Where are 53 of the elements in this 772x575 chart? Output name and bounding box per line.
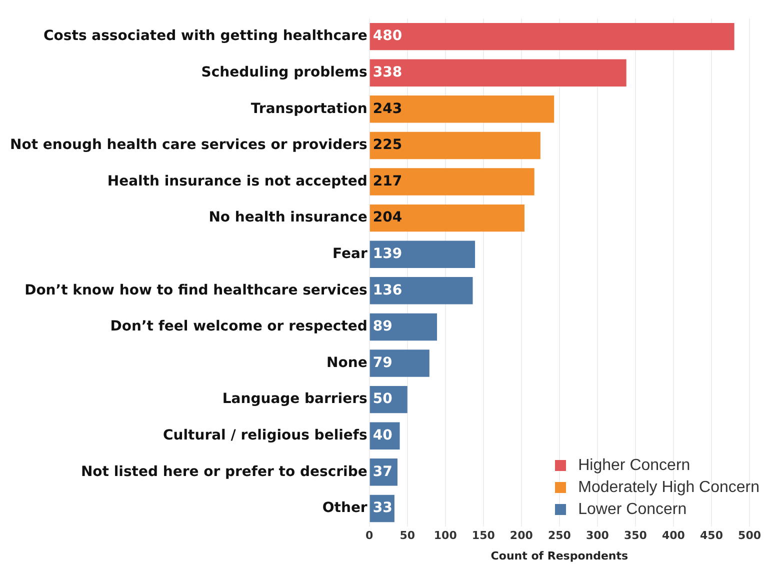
y-tick-label: Don’t feel welcome or respected xyxy=(110,318,368,335)
x-tick-label: 150 xyxy=(472,529,496,542)
y-tick-label: Not listed here or prefer to describe xyxy=(80,464,368,480)
data-label: 136 xyxy=(372,282,402,298)
x-tick-label: 50 xyxy=(400,529,416,542)
y-tick-label: No health insurance xyxy=(208,210,368,226)
y-tick-label: Don’t know how to find healthcare services xyxy=(24,282,368,298)
data-label: 217 xyxy=(372,173,402,190)
y-tick-label: Language barriers xyxy=(222,391,368,408)
x-tick-label: 200 xyxy=(510,529,534,542)
data-label: 338 xyxy=(372,64,402,80)
data-label: 89 xyxy=(372,318,392,335)
bar xyxy=(370,277,473,304)
legend-label: Lower Concern xyxy=(578,500,687,519)
data-label: 33 xyxy=(372,500,392,516)
bar xyxy=(370,96,554,123)
bar xyxy=(370,59,626,86)
bar xyxy=(370,22,734,50)
x-axis-title: Count of Respondents xyxy=(490,549,629,562)
data-label: 37 xyxy=(372,464,392,480)
x-tick-label: 250 xyxy=(548,529,572,542)
y-tick-label: Health insurance is not accepted xyxy=(107,173,368,190)
y-tick-label: Scheduling problems xyxy=(201,64,368,80)
bar xyxy=(370,240,476,268)
y-tick-label: Costs associated with getting healthcare xyxy=(44,28,368,44)
data-label: 79 xyxy=(372,354,392,371)
bar xyxy=(370,313,438,341)
data-label: 50 xyxy=(372,391,393,408)
bar xyxy=(370,204,524,232)
data-label: 243 xyxy=(372,100,402,117)
y-tick-label: Transportation xyxy=(250,100,368,117)
data-label: 204 xyxy=(372,210,402,226)
x-tick-label: 500 xyxy=(738,529,762,542)
x-tick-label: 300 xyxy=(586,529,610,542)
x-tick-label: 350 xyxy=(624,529,648,542)
y-tick-label: Fear xyxy=(332,246,368,262)
x-tick-label: 0 xyxy=(366,529,374,542)
x-tick-label: 100 xyxy=(434,529,458,542)
data-label: 40 xyxy=(372,427,393,444)
y-tick-label: Other xyxy=(322,500,368,516)
y-tick-label: None xyxy=(326,354,368,371)
legend-label: Moderately High Concern xyxy=(578,478,760,497)
x-tick-label: 400 xyxy=(662,529,686,542)
legend-label: Higher Concern xyxy=(578,456,690,475)
bar xyxy=(370,132,540,160)
y-tick-label: Not enough health care services or providers xyxy=(10,137,368,154)
y-tick-label: Cultural / religious beliefs xyxy=(162,427,368,444)
bar xyxy=(370,350,430,377)
x-tick-label: 450 xyxy=(700,529,724,542)
data-label: 480 xyxy=(372,28,402,44)
data-label: 139 xyxy=(372,246,402,262)
bar xyxy=(370,168,534,196)
data-label: 225 xyxy=(372,137,402,154)
